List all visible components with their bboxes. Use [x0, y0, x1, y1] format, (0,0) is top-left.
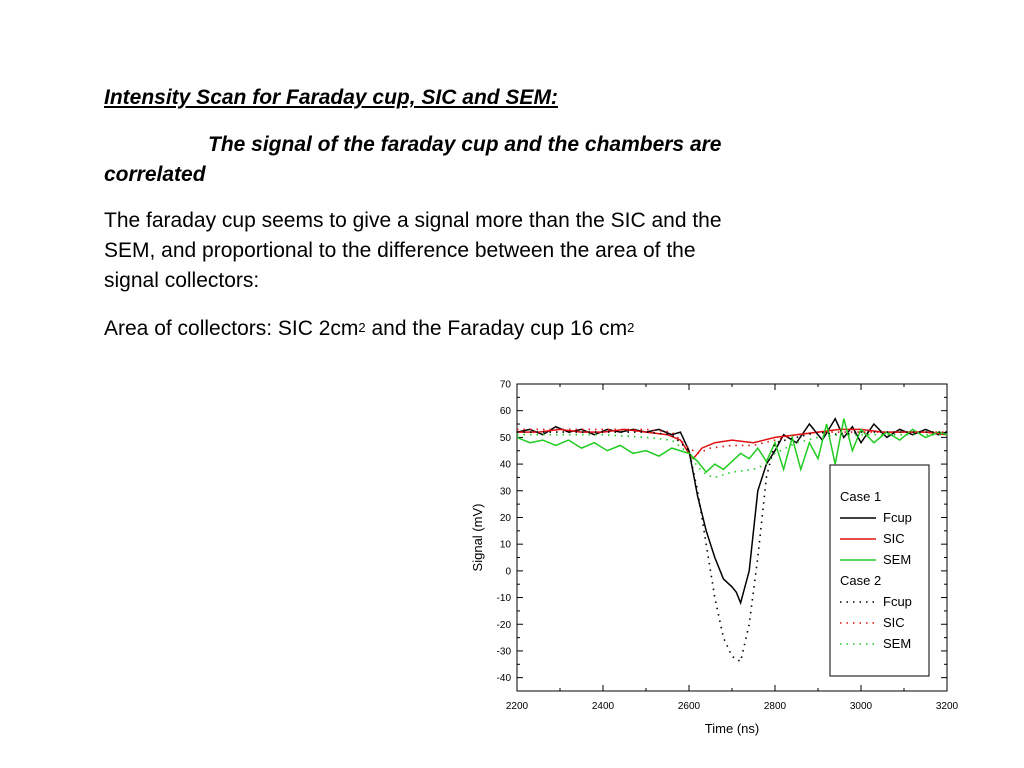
signal-chart: 2200 2400 2600 2800 3000 3200 70 60 50 40 30 20 10 0 -… [470, 380, 959, 737]
x-tick-label: 3200 [936, 701, 959, 712]
y-tick-label: 70 [500, 380, 512, 391]
x-tick-label: 2800 [764, 701, 787, 712]
x-tick-label: 2200 [506, 701, 529, 712]
y-tick-label: 30 [500, 486, 512, 497]
legend-box [829, 464, 930, 677]
y-tick-label: 60 [500, 406, 512, 417]
legend-group-label: Case 1 [840, 489, 881, 504]
x-tick-label: 2600 [678, 701, 701, 712]
x-tick-label: 3000 [850, 701, 873, 712]
legend-label: Fcup [883, 510, 912, 525]
paragraph-signal-comparison: The faraday cup seems to give a signal m… [104, 209, 722, 292]
y-axis-label: Signal (mV) [470, 504, 485, 572]
legend-label: SIC [883, 615, 905, 630]
x-tick-label: 2400 [592, 701, 615, 712]
series-line-case1-sem [516, 418, 948, 474]
paragraph-collector-area: Area of collectors: SIC 2cm2 and the Far… [104, 314, 724, 344]
x-axis-label: Time (ns) [705, 721, 759, 736]
y-tick-label: 0 [505, 566, 511, 577]
legend-label: SIC [883, 531, 905, 546]
legend-group-label: Case 2 [840, 573, 881, 588]
collector-area-text-b: and the Faraday cup 16 cm [365, 317, 628, 340]
superscript-2: 2 [358, 320, 366, 335]
y-tick-label: -20 [497, 620, 512, 631]
superscript-2: 2 [627, 320, 635, 335]
series-line-case1-fcup [516, 417, 948, 606]
legend-label: Fcup [883, 594, 912, 609]
legend-label: SEM [883, 636, 911, 651]
slide-subtitle: The signal of the faraday cup and the ch… [104, 133, 722, 186]
y-tick-label: -40 [497, 673, 512, 684]
y-tick-label: 20 [500, 513, 512, 524]
y-tick-label: 10 [500, 540, 512, 551]
y-tick-label: -30 [497, 646, 512, 657]
y-tick-label: -10 [497, 593, 512, 604]
series-line-case2-fcup [517, 431, 947, 663]
series-line-case1-sic [517, 428, 948, 460]
y-tick-label: 50 [500, 433, 512, 444]
y-tick-label: 40 [500, 460, 512, 471]
collector-area-text-a: Area of collectors: SIC 2cm [104, 317, 359, 340]
legend-label: SEM [883, 552, 911, 567]
slide-title: Intensity Scan for Faraday cup, SIC and … [104, 86, 558, 109]
